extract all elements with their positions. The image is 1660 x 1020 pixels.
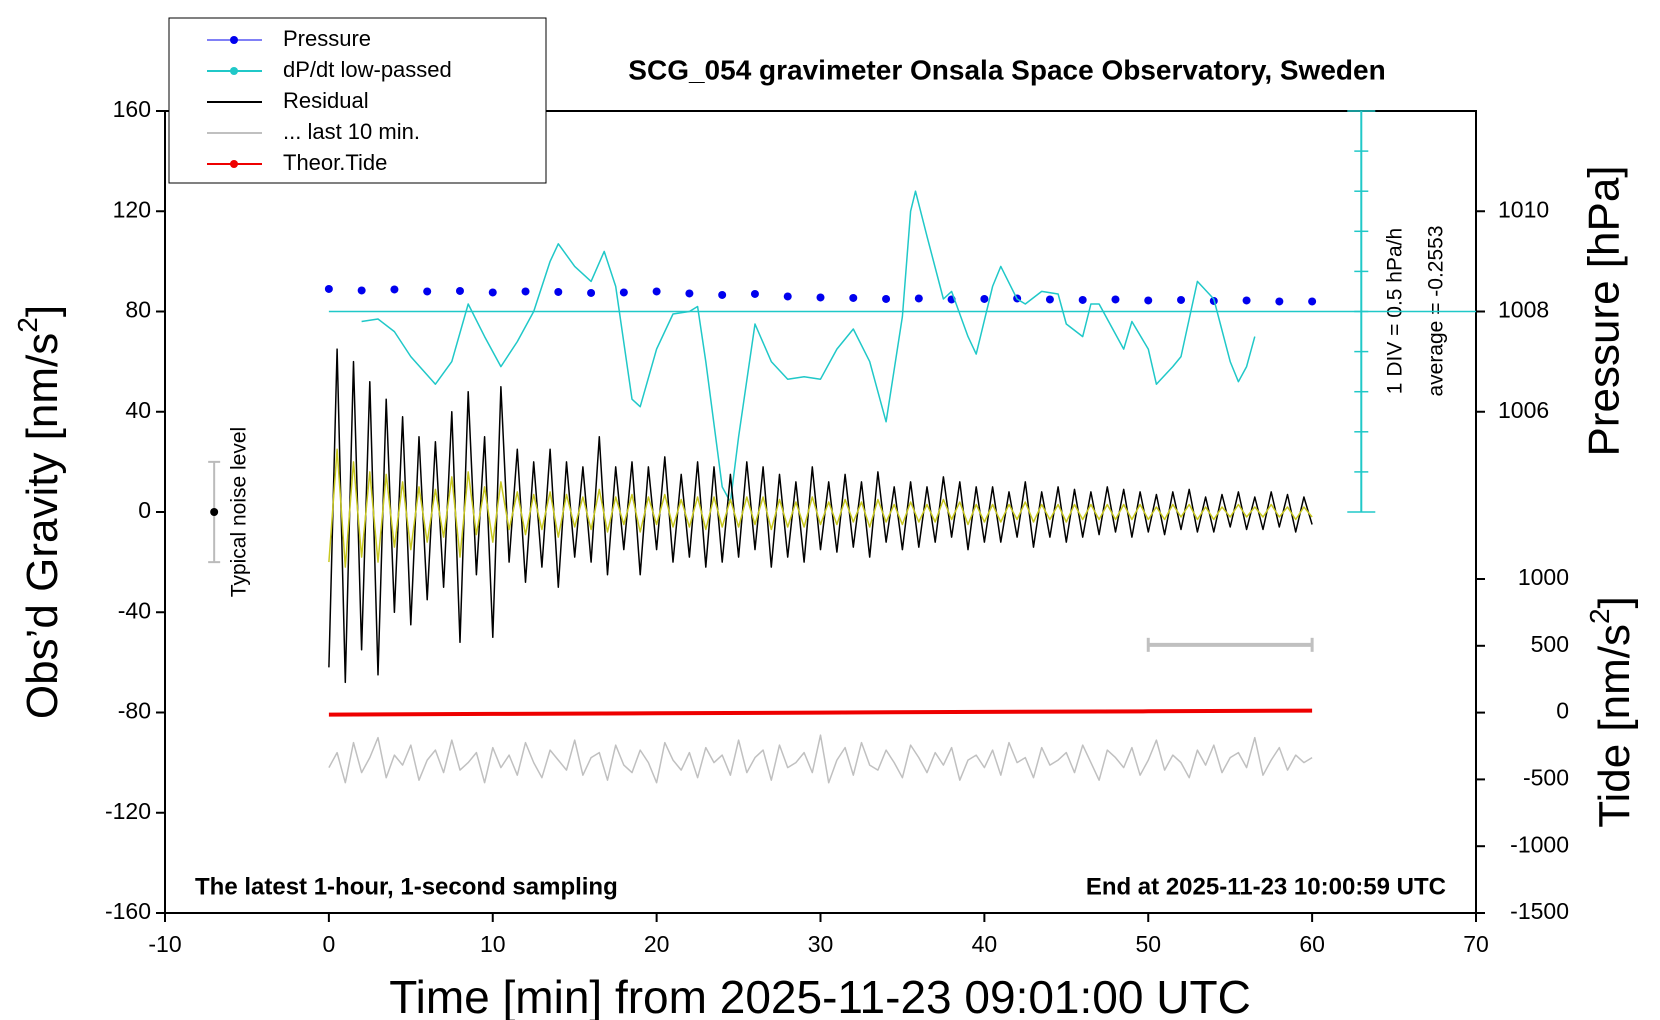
y3-axis-label-end: ] <box>1590 596 1639 608</box>
y3-tick-label: -1000 <box>1510 831 1569 857</box>
chart-title: SCG_054 gravimeter Onsala Space Observat… <box>628 54 1385 85</box>
x-tick-label: 50 <box>1135 931 1161 957</box>
series-line <box>328 734 1313 784</box>
x-tick-label: 30 <box>808 931 834 957</box>
y2-axis-label: Pressure [hPa] <box>1580 165 1629 456</box>
series-point <box>652 287 661 296</box>
y-axis-label-end: ] <box>18 305 67 317</box>
series-line <box>328 448 1313 568</box>
legend: Pressure dP/dt low-passed Residual ... last… <box>168 17 547 184</box>
series-line <box>328 348 1313 684</box>
legend-label: Theor.Tide <box>283 150 387 175</box>
series-point <box>423 287 432 296</box>
noise-center <box>210 508 219 516</box>
y-tick-label: 80 <box>125 297 151 323</box>
y-tick-label: 40 <box>125 397 151 423</box>
x-tick-label: 70 <box>1463 931 1489 957</box>
y-tick-label: 0 <box>138 497 151 523</box>
series-point <box>849 293 858 302</box>
y3-tick-label: -500 <box>1523 764 1569 790</box>
y-axis-label-sup: 2 <box>12 317 43 333</box>
series-line <box>361 190 1256 503</box>
series-point <box>390 285 399 294</box>
x-tick-label: 20 <box>644 931 670 957</box>
legend-label: ... last 10 min. <box>283 119 420 144</box>
series-point <box>1177 295 1186 304</box>
y3-axis-label-sup: 2 <box>1584 608 1615 624</box>
y2-tick-label: 1010 <box>1498 196 1549 222</box>
series-point <box>718 290 727 299</box>
series-point <box>914 294 923 303</box>
series-point <box>1144 296 1153 305</box>
legend-label: Residual <box>283 88 369 113</box>
y-axis-label: Obs’d Gravity [nm/s2] <box>12 305 67 719</box>
x-tick-label: 40 <box>972 931 998 957</box>
x-tick-label: 10 <box>480 931 506 957</box>
series-point <box>816 293 825 302</box>
series-line <box>328 708 1313 717</box>
legend-marker <box>230 160 238 168</box>
x-tick-label: 60 <box>1299 931 1325 957</box>
y-tick-label: -80 <box>118 698 151 724</box>
y3-tick-label: -1500 <box>1510 898 1569 924</box>
x-tick-label: 0 <box>322 931 335 957</box>
legend-label: dP/dt low-passed <box>283 57 452 82</box>
series-point <box>1078 295 1087 304</box>
legend-marker <box>230 67 238 75</box>
legend-label: Pressure <box>283 26 371 51</box>
series-point <box>554 287 563 296</box>
series-point <box>587 288 596 297</box>
noise-label: Typical noise level <box>228 427 251 597</box>
y-tick-label: 160 <box>113 96 151 122</box>
series-point <box>1111 295 1120 304</box>
series-point <box>455 286 464 295</box>
y-tick-label: 120 <box>113 196 151 222</box>
series-point <box>1275 297 1284 306</box>
series-point <box>521 287 530 296</box>
y-tick-label: -120 <box>105 798 151 824</box>
note-left: The latest 1-hour, 1-second sampling <box>195 873 618 900</box>
y3-axis-label-text: Tide [nm/s <box>1590 624 1639 828</box>
legend-marker <box>230 36 238 44</box>
series-point <box>882 294 891 303</box>
series-point <box>750 289 759 298</box>
y3-tick-label: 1000 <box>1518 564 1569 590</box>
legend-box <box>168 17 547 184</box>
series-point <box>357 286 366 295</box>
y-axis-label-text: Obs’d Gravity [nm/s <box>18 333 67 719</box>
series-point <box>980 294 989 303</box>
y-tick-label: -160 <box>105 898 151 924</box>
y-tick-label: -40 <box>118 597 151 623</box>
series-point <box>685 289 694 298</box>
y3-tick-label: 0 <box>1556 698 1569 724</box>
x-axis-label: Time [min] from 2025-11-23 09:01:00 UTC <box>389 971 1251 1020</box>
note-right: End at 2025-11-23 10:00:59 UTC <box>1086 873 1446 900</box>
y3-axis-label: Tide [nm/s2] <box>1584 596 1639 828</box>
series-point <box>488 288 497 297</box>
series-point <box>619 288 628 297</box>
x-tick-label: -10 <box>148 931 181 957</box>
y3-tick-label: 500 <box>1531 631 1569 657</box>
series-point <box>324 284 333 293</box>
series-point <box>1045 295 1054 304</box>
series-point <box>783 292 792 301</box>
y2-tick-label: 1006 <box>1498 397 1549 423</box>
y2-tick-label: 1008 <box>1498 297 1549 323</box>
series-point <box>1308 297 1317 306</box>
series-point <box>1242 296 1251 305</box>
